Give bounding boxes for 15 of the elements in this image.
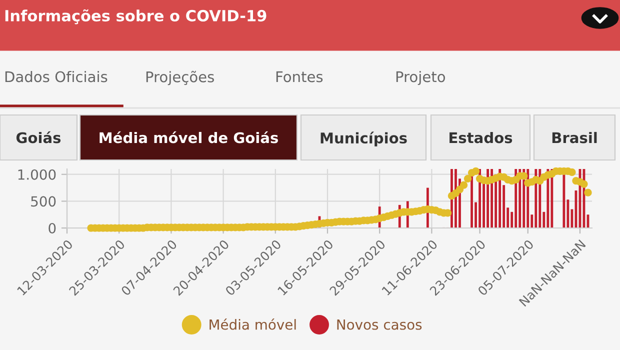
text: Estados — [450, 132, 512, 144]
legend-label: Média móvel — [210, 318, 296, 330]
text: Brasil — [552, 132, 597, 144]
y-tick-label: 1.000 — [18, 169, 56, 180]
y-tick-label: 500 — [31, 196, 56, 207]
text: Dados Oficiais — [5, 70, 108, 82]
text: Goiás — [16, 131, 61, 144]
text: Projeto — [396, 70, 445, 86]
text: Municípios — [320, 132, 407, 146]
text: Média móvel de Goiás — [100, 131, 278, 144]
text: Fontes — [276, 71, 323, 82]
legend-label: Novos casos — [337, 319, 422, 330]
text: Projeções — [146, 70, 214, 86]
chart-title: Informações sobre o COVID-19 — [5, 9, 266, 24]
y-tick-label: 0 — [48, 222, 56, 234]
